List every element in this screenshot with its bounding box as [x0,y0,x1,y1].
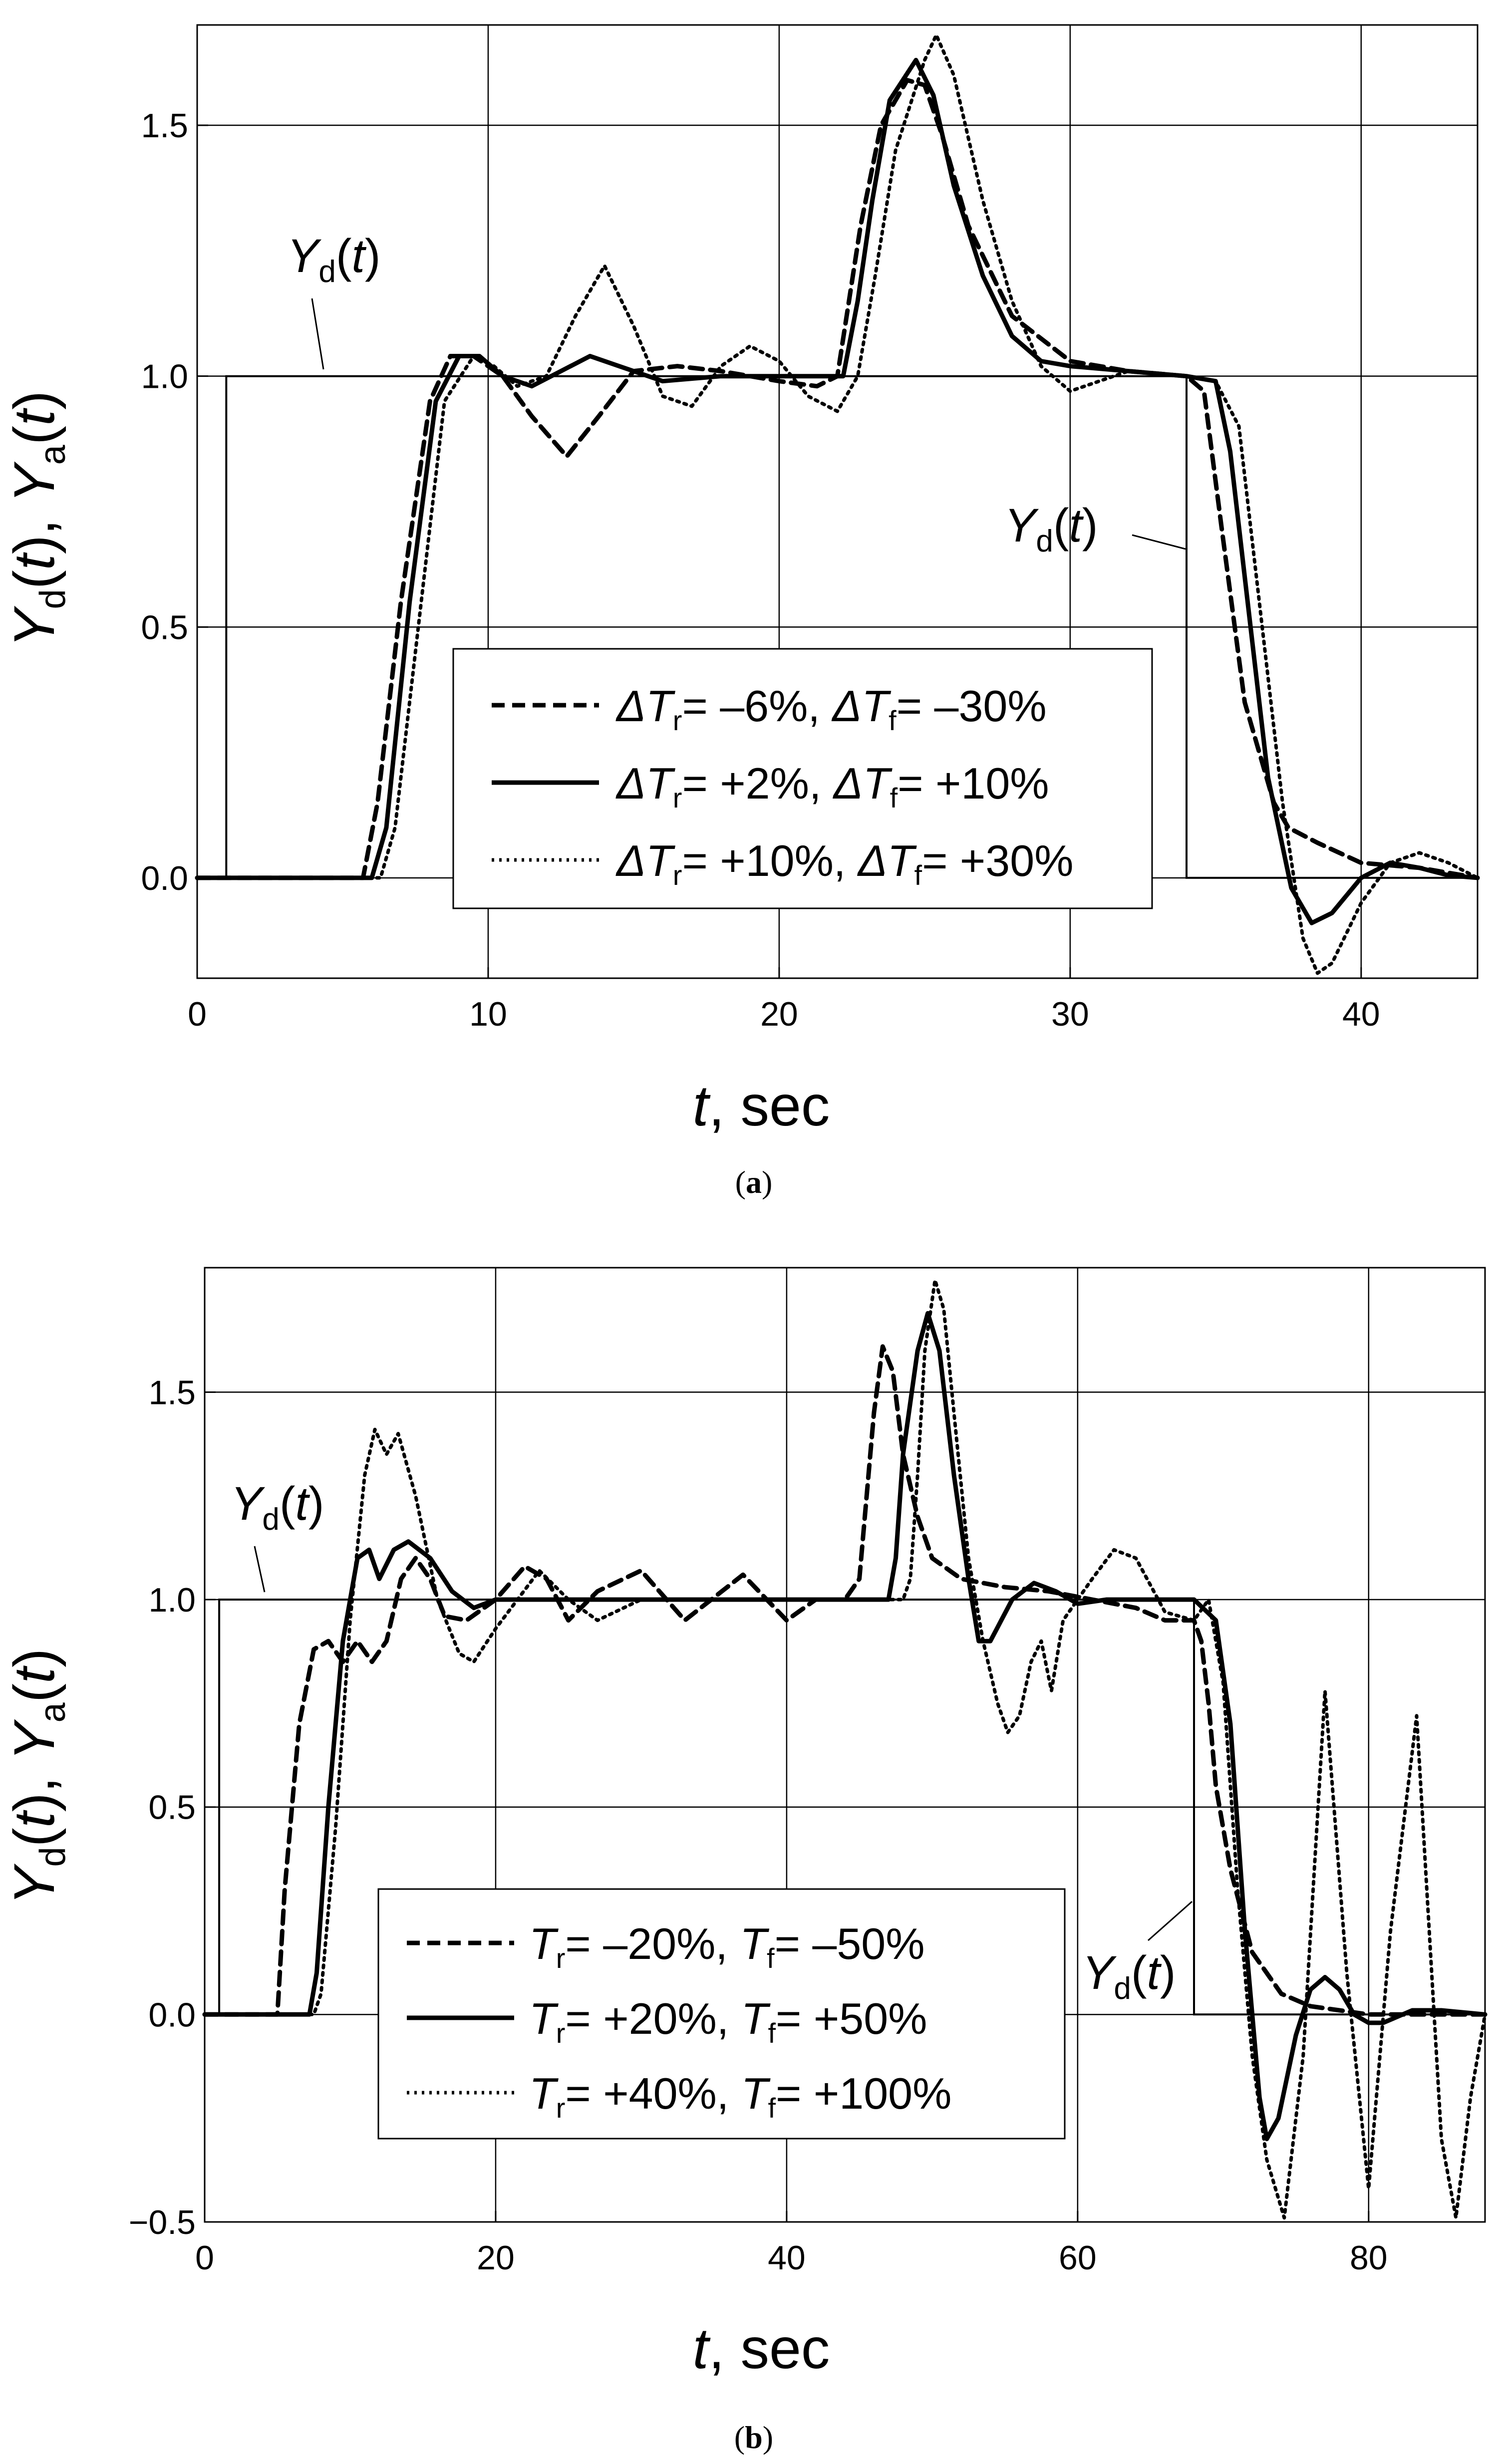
tick-label-x-a-20: 20 [760,995,798,1033]
tick-label-x-a-30: 30 [1051,995,1089,1033]
ticks-a [196,124,1362,978]
tick-label-x-b-60: 60 [1059,2239,1097,2277]
tick-label-y-a-2: 1.0 [141,358,188,396]
tick-label-x-b-0: 0 [195,2239,214,2277]
svg-text:Yd(t): Yd(t) [1004,499,1098,558]
tick-label-y-a-3: 1.5 [141,107,188,145]
series-line-a-dotted [195,33,1480,975]
legend-a: ΔTr= –6%, ΔTf= –30% ΔTr= +2%, ΔTf= +10% … [452,648,1153,909]
tick-label-x-a-10: 10 [469,995,507,1033]
svg-text:Yd(t), Ya(t): Yd(t), Ya(t) [2,391,73,648]
legend-entry-a-dotted: ΔTr= +10%, ΔTf= +30% [492,836,1073,891]
tick-label-y-b-1: 0.0 [148,1996,196,2034]
tick-label-x-b-40: 40 [768,2239,806,2277]
tick-label-x-a-0: 0 [188,995,207,1033]
grid-a [197,25,1478,978]
svg-text:ΔTr= +2%, ΔTf= +10%: ΔTr= +2%, ΔTf= +10% [615,759,1049,814]
annotation-yd-right-b: Yd(t) [1082,1901,1193,2006]
svg-text:ΔTr= +10%, ΔTf= +30%: ΔTr= +10%, ΔTf= +30% [615,836,1073,891]
svg-text:Tr= +20%, Tf= +50%: Tr= +20%, Tf= +50% [529,1994,927,2049]
tick-label-y-b-2: 0.5 [148,1789,196,1827]
legend-box-b [377,1888,1066,2140]
tick-label-x-a-40: 40 [1342,995,1380,1033]
legend-entry-b-solid: Tr= +20%, Tf= +50% [407,1994,927,2049]
legend-entry-b-dashed: Tr= –20%, Tf= –50% [407,1919,924,1974]
series-line-b-dotted [203,1278,1487,2220]
tick-label-y-a-0: 0.0 [141,859,188,897]
tick-label-y-b-4: 1.5 [148,1373,196,1411]
svg-text:Yd(t), Ya(t): Yd(t), Ya(t) [2,1648,73,1906]
annotation-yd-right-a: Yd(t) [1004,499,1186,558]
tick-labels-a: 0 10 20 30 40 0.0 0.5 1.0 1.5 [141,107,1380,1033]
legend-entry-b-dotted: Tr= +40%, Tf= +100% [407,2069,951,2124]
plot-frame-b [204,1267,1486,2223]
svg-text:ΔTr= –6%, ΔTf= –30%: ΔTr= –6%, ΔTf= –30% [615,681,1047,736]
series-line-a-solid [195,57,1480,925]
chart-b: 0 20 40 60 80 −0.5 0.0 0.5 1.0 1.5 t, sec Yd(t), … [2,1267,1488,2455]
chart-a: 0 10 20 30 40 0.0 0.5 1.0 1.5 t, sec Yd(t), Ya(t… [2,24,1480,1200]
annotation-yd-left-a: Yd(t) [287,230,381,370]
svg-text:Yd(t): Yd(t) [231,1477,324,1537]
svg-text:Yd(t): Yd(t) [1082,1946,1176,2006]
panel-label-a: (a) [735,1164,773,1200]
legend-entry-a-dashed: ΔTr= –6%, ΔTf= –30% [492,681,1047,736]
tick-label-x-b-80: 80 [1350,2239,1388,2277]
y-axis-label-b: Yd(t), Ya(t) [2,1648,73,1906]
legend-box-a [452,648,1153,909]
svg-text:Tr= –20%, Tf= –50%: Tr= –20%, Tf= –50% [529,1919,924,1974]
tick-label-y-b-3: 1.0 [148,1581,196,1619]
svg-text:Tr= +40%, Tf= +100%: Tr= +40%, Tf= +100% [529,2069,951,2124]
tick-labels-b: 0 20 40 60 80 −0.5 0.0 0.5 1.0 1.5 [129,1373,1388,2277]
x-axis-label-b: t, sec [693,2317,830,2381]
tick-label-y-a-1: 0.5 [141,608,188,646]
tick-label-y-b-0: −0.5 [129,2203,196,2241]
plot-frame-a [196,24,1479,979]
x-axis-label-a: t, sec [693,1074,830,1138]
series-group-b [202,1278,1488,2220]
ticks-b [204,1391,1370,2223]
y-axis-label-a: Yd(t), Ya(t) [2,391,73,648]
tick-label-x-b-20: 20 [477,2239,515,2277]
legend-b: Tr= –20%, Tf= –50% Tr= +20%, Tf= +50% Tr… [377,1888,1066,2140]
annotation-yd-left-b: Yd(t) [231,1477,324,1593]
series-line-b-dashed [202,1344,1488,2017]
series-group-a [195,33,1480,975]
legend-entry-a-solid: ΔTr= +2%, ΔTf= +10% [492,759,1049,814]
svg-text:Yd(t): Yd(t) [287,230,381,289]
panel-label-b: (b) [734,2420,773,2455]
